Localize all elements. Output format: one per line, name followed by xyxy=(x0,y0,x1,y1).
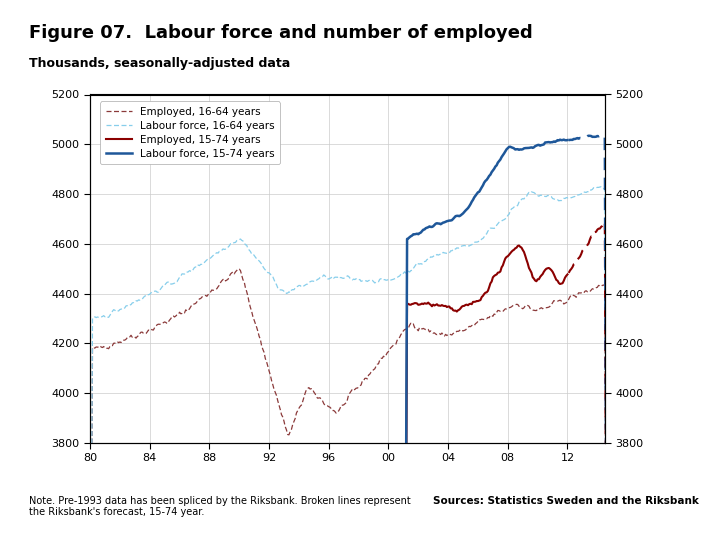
Text: SVERIGES
RIKSBANK: SVERIGES RIKSBANK xyxy=(639,42,683,63)
Text: Figure 07.  Labour force and number of employed: Figure 07. Labour force and number of em… xyxy=(29,24,533,42)
Legend: Employed, 16-64 years, Labour force, 16-64 years, Employed, 15-74 years, Labour : Employed, 16-64 years, Labour force, 16-… xyxy=(100,102,280,164)
Text: Thousands, seasonally-adjusted data: Thousands, seasonally-adjusted data xyxy=(29,57,290,70)
Text: Sources: Statistics Sweden and the Riksbank: Sources: Statistics Sweden and the Riksb… xyxy=(433,496,698,506)
Text: Note. Pre-1993 data has been spliced by the Riksbank. Broken lines represent
the: Note. Pre-1993 data has been spliced by … xyxy=(29,496,410,517)
